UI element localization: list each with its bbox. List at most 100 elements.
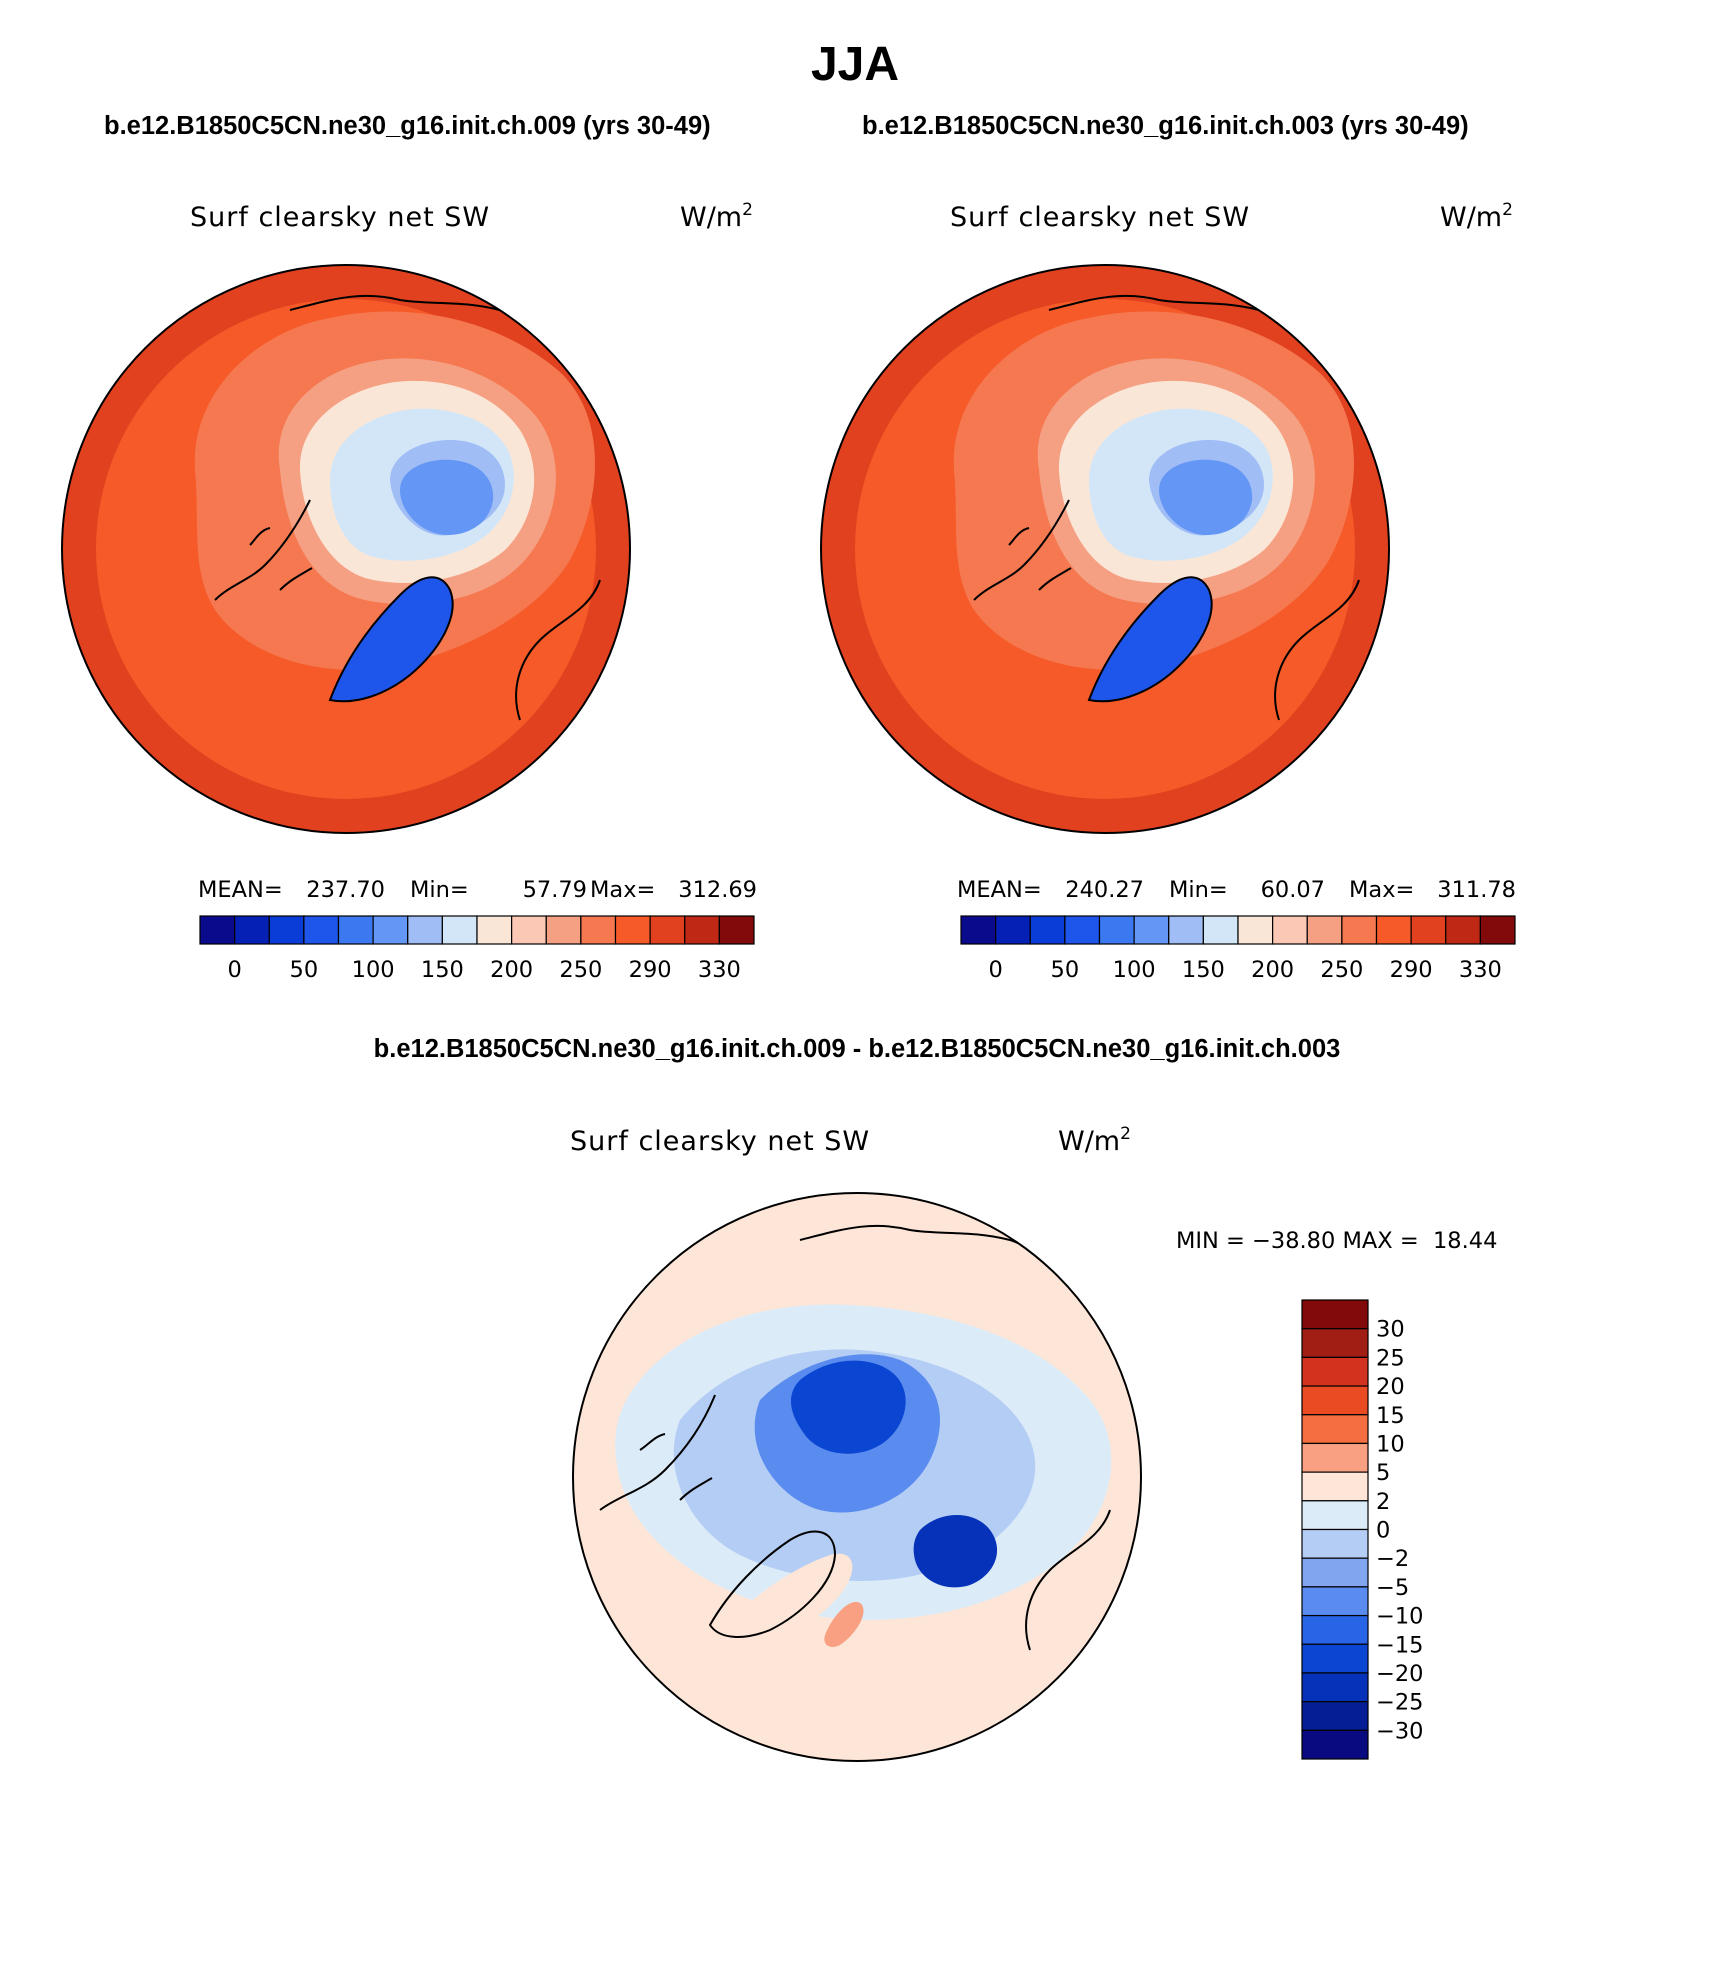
panel1-colorbar-swatch [684,915,720,945]
panel1-mean-label: MEAN= [198,877,283,903]
panel2-map [821,265,1389,833]
panel3-colorbar-swatch [1301,1672,1369,1703]
panel3-colorbar-tick-label: 25 [1376,1345,1405,1371]
panel2-colorbar-swatch [960,915,997,945]
panel2-field-contour-125 [1159,459,1253,535]
panel2-mean-value: 240.27 [1065,877,1144,903]
panel3-colorbar-tick-label: −30 [1376,1718,1423,1744]
model-label-right: b.e12.B1850C5CN.ne30_g16.init.ch.003 (yr… [862,112,1469,140]
panel2-max-label: Max= [1349,877,1414,903]
panel2-colorbar-swatch [1168,915,1204,945]
panel3-colorbar-swatch [1301,1471,1369,1502]
panel3-field-contour-neg20 [790,1360,906,1454]
panel2-colorbar-swatch [1375,915,1412,945]
panel2-max-value: 311.78 [1437,877,1516,903]
panel1-colorbar-swatch [476,915,513,945]
panel-difference: Surf clearsky net SW W/m2 MIN = −38.80 M… [570,1124,1497,1762]
panel3-colorbar-tick-label: 5 [1376,1460,1390,1486]
panel1-colorbar-swatch [303,915,340,945]
panel1-min-label: Min= [410,877,469,903]
panel3-variable-title: Surf clearsky net SW [570,1126,870,1157]
panel1-colorbar-swatch [199,915,236,945]
panel3-colorbar-tick-label: −10 [1376,1604,1423,1630]
panel2-colorbar-swatch [1445,915,1481,945]
panel2-colorbar-swatch [1064,915,1101,945]
panel3-colorbar-swatch [1301,1500,1369,1531]
panel2-colorbar-tick-label: 100 [1113,957,1156,983]
panel3-colorbar-swatch [1301,1729,1369,1760]
panel2-colorbar-swatch [1306,915,1343,945]
panel3-colorbar-swatch [1301,1356,1369,1387]
panel3-colorbar-tick-label: −20 [1376,1661,1423,1687]
panel1-colorbar-tick-label: 50 [290,957,319,983]
panel3-colorbar-swatch [1301,1442,1369,1473]
panel-case-009: Surf clearsky net SW W/m2 MEAN= 237.70 M… [61,200,757,983]
panel3-colorbar-swatch [1301,1586,1369,1617]
panel2-colorbar-swatch [1272,915,1308,945]
panel1-min-value: 57.79 [523,877,587,903]
panel1-greenland [328,576,454,703]
panel2-colorbar-tick-label: 330 [1459,957,1502,983]
panel2-colorbar-swatch [1479,915,1516,945]
panel3-colorbar-tick-label: 10 [1376,1431,1405,1457]
panel1-colorbar-swatch [718,915,755,945]
panel3-colorbar-tick-label: 30 [1376,1317,1405,1343]
season-title: JJA [811,38,899,91]
difference-label: b.e12.B1850C5CN.ne30_g16.init.ch.009 - b… [374,1035,1341,1063]
panel1-colorbar-swatch [649,915,686,945]
panel2-colorbar-swatch [1341,915,1378,945]
panel1-colorbar-tick-label: 0 [227,957,241,983]
panel3-colorbar-swatch [1301,1299,1369,1330]
panel2-colorbar-tick-label: 50 [1051,957,1080,983]
panel3-minmax-text: MIN = −38.80 MAX = 18.44 [1176,1228,1497,1254]
panel2-colorbar-swatch [1133,915,1170,945]
panel2-colorbar-swatch [1029,915,1066,945]
panel2-units: W/m2 [1440,200,1513,233]
panel3-colorbar-swatch [1301,1701,1369,1731]
panel2-colorbar-tick-label: 150 [1182,957,1225,983]
panel1-units: W/m2 [680,200,753,233]
panel1-max-label: Max= [590,877,655,903]
panel3-map [573,1193,1141,1761]
panel2-stats: MEAN= 240.27 Min= 60.07 Max= 311.78 [957,877,1516,903]
panel1-colorbar-swatch [268,915,305,945]
panel3-colorbar-tick-label: −2 [1376,1546,1409,1572]
panel1-variable-title: Surf clearsky net SW [190,202,490,233]
panel2-colorbar-swatch [1202,915,1239,945]
panel3-map-border [572,1192,1142,1762]
panel2-colorbar-swatch [995,915,1031,945]
panel-case-003: Surf clearsky net SW W/m2 MEAN= 240.27 M… [820,200,1516,983]
panel1-colorbar-tick-label: 150 [421,957,464,983]
panel1-max-value: 312.69 [678,877,757,903]
panel1-map-border [61,264,631,834]
panel1-map [62,265,630,833]
panel2-colorbar-swatch [1410,915,1447,945]
panel2-min-value: 60.07 [1261,877,1325,903]
panel2-colorbar-swatch [1098,915,1135,945]
panel3-colorbar-swatch [1301,1614,1369,1645]
panel3-colorbar-tick-label: −15 [1376,1632,1423,1658]
panel1-colorbar-swatch [580,915,617,945]
panel3-colorbar-swatch [1301,1328,1369,1358]
panel1-colorbar-swatch [545,915,582,945]
panel1-colorbar-tick-label: 100 [352,957,395,983]
panel3-coastline-america [599,1394,716,1511]
panel2-min-label: Min= [1169,877,1228,903]
panel3-field-contour-neg25 [913,1515,998,1588]
panel1-colorbar-swatch [511,915,547,945]
panel3-colorbar-tick-label: 2 [1376,1489,1390,1515]
panel2-colorbar-tick-label: 200 [1251,957,1294,983]
panel1-colorbar-swatch [407,915,443,945]
panel3-colorbar-tick-label: 20 [1376,1374,1405,1400]
panel1-coastline-america [214,499,313,601]
panel1-colorbar-swatch [372,915,409,945]
panel1-mean-value: 237.70 [306,877,385,903]
panel2-colorbar-swatch [1237,915,1274,945]
panel2-colorbar-tick-label: 0 [988,957,1002,983]
panel2-greenland [1087,576,1213,703]
panel2-mean-label: MEAN= [957,877,1042,903]
panel3-colorbar-tick-label: −25 [1376,1690,1423,1716]
panel2-colorbar: 0 50 100 150 200 250 290 330 [960,915,1516,983]
